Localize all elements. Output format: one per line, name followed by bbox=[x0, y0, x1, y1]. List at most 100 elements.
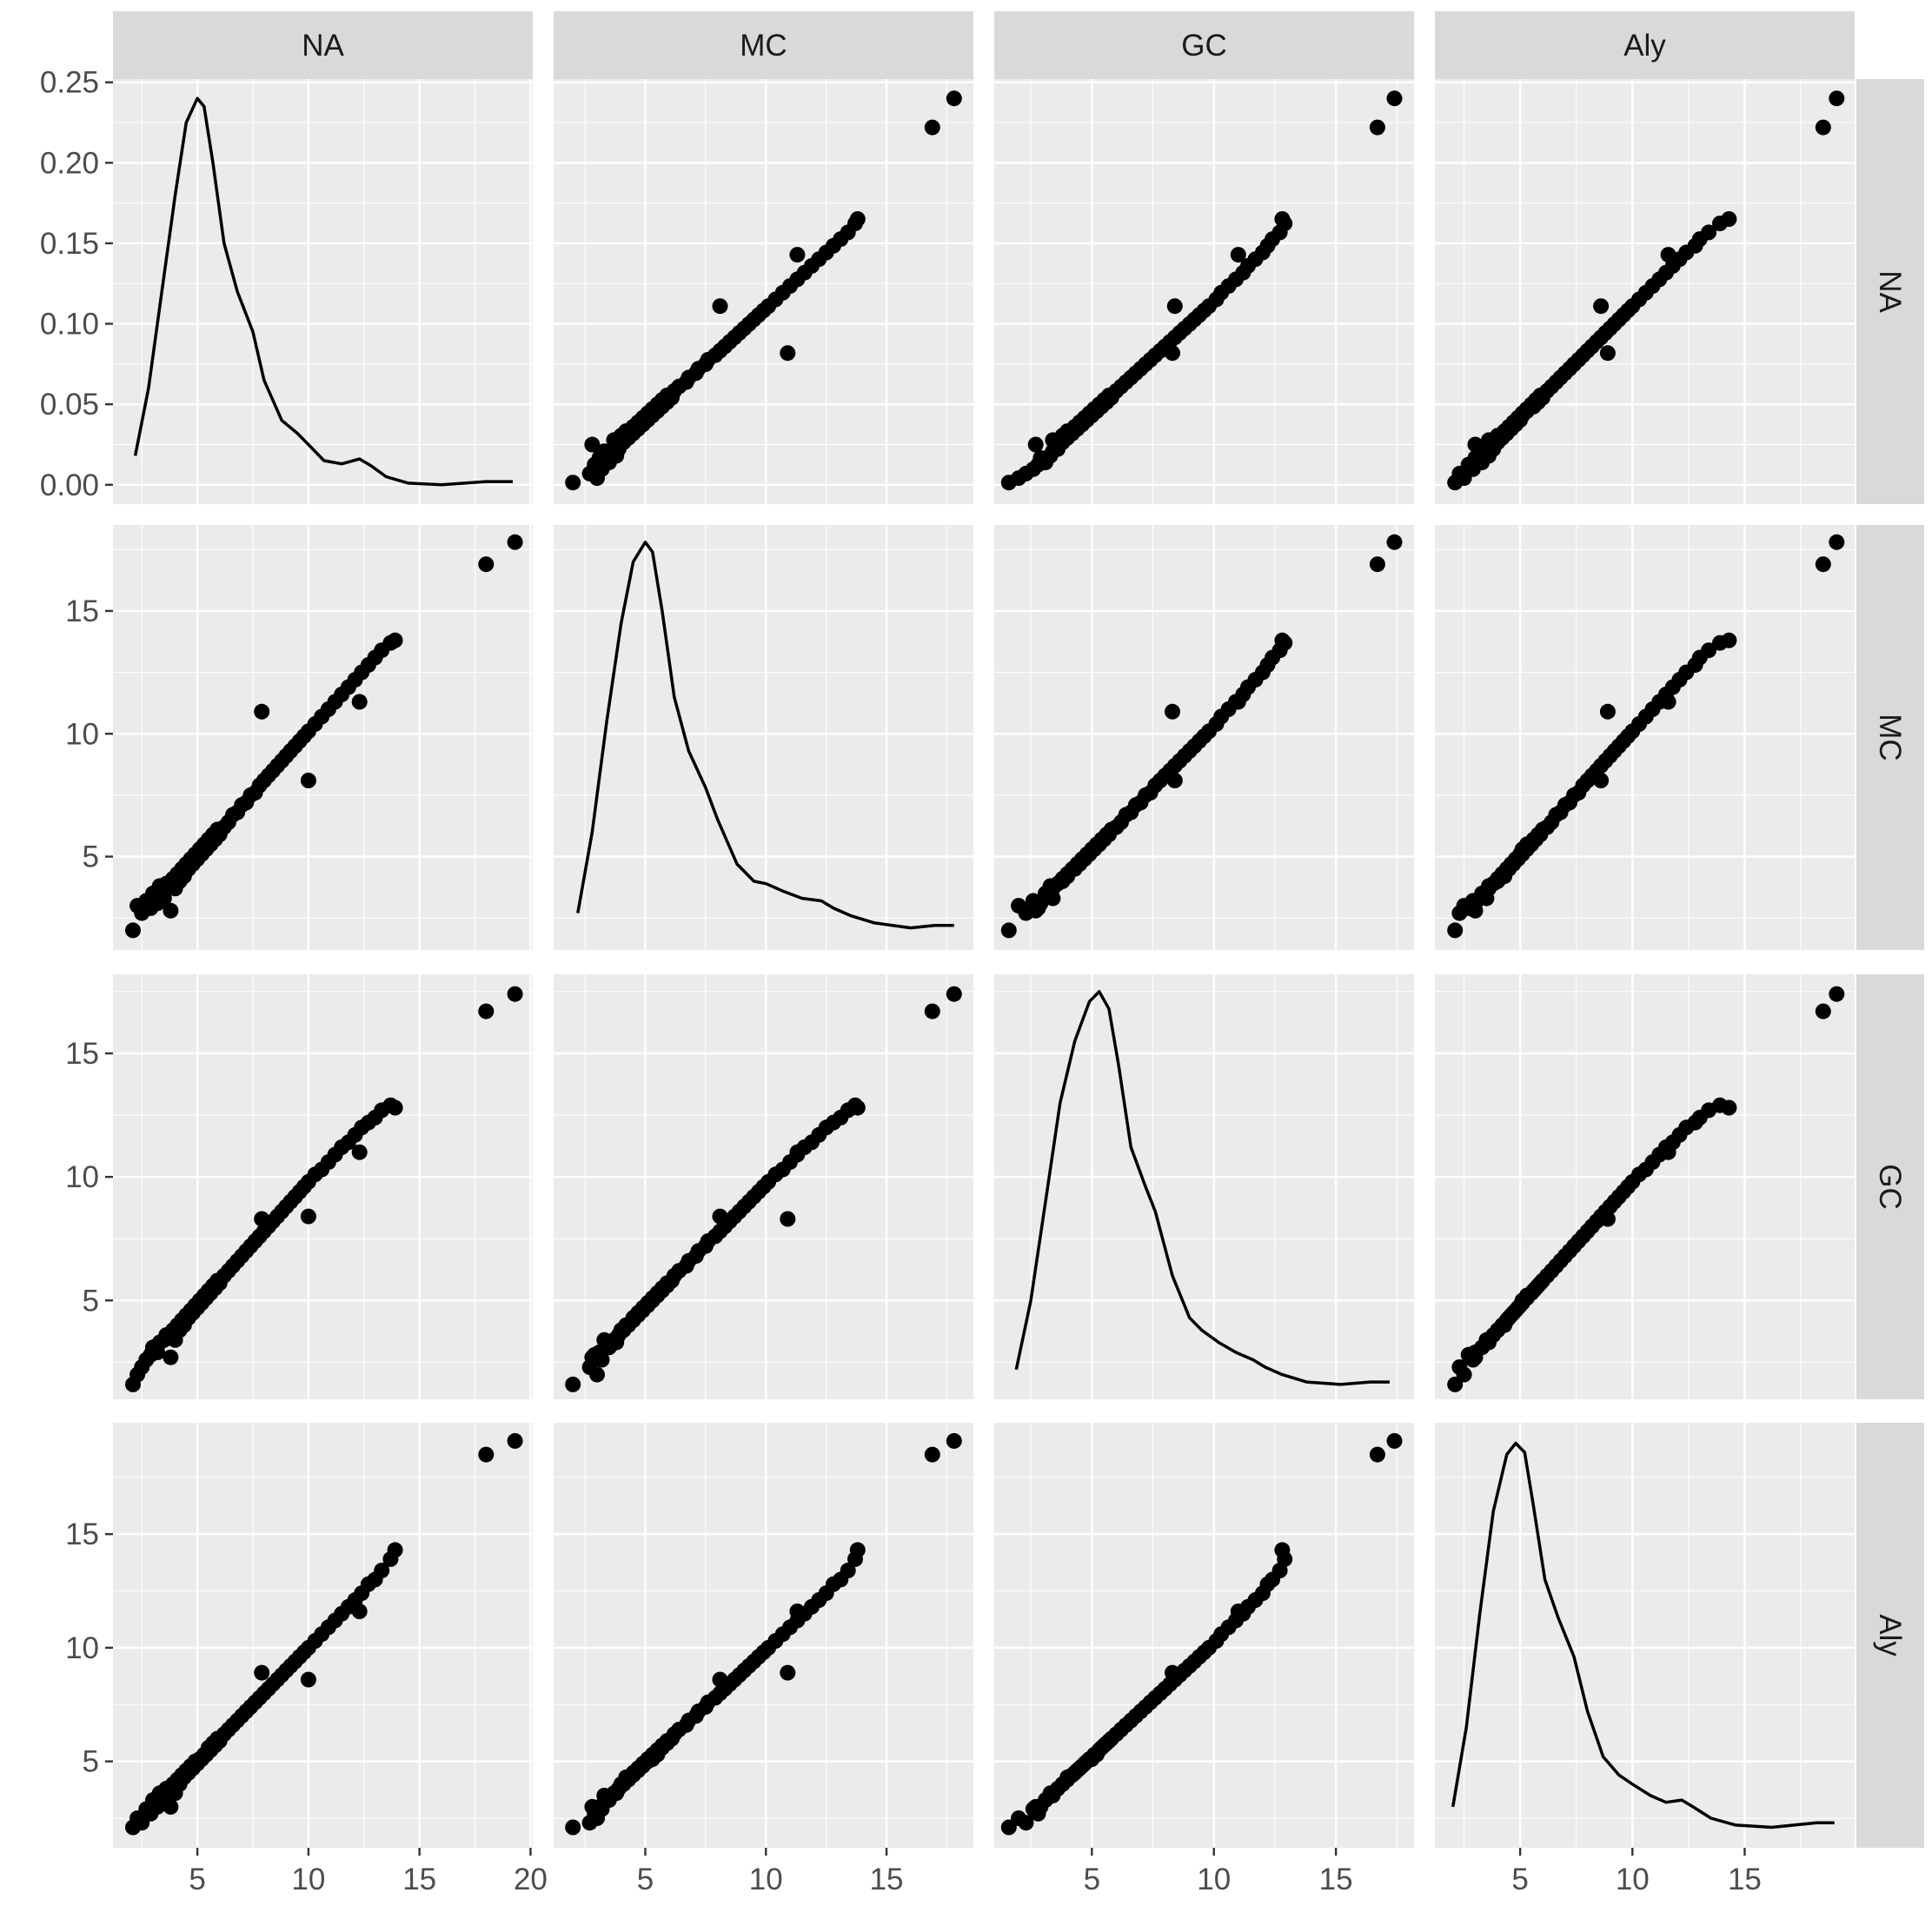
panel-background bbox=[1435, 1423, 1855, 1848]
scatter-point bbox=[584, 436, 601, 453]
panel-gc-vs-aly bbox=[1435, 974, 1855, 1399]
y-tick-label: 15 bbox=[65, 1037, 99, 1071]
scatter-point bbox=[1815, 556, 1831, 573]
y-tick-label: 5 bbox=[83, 1745, 99, 1779]
scatter-point bbox=[584, 1798, 601, 1815]
panel-gc-vs-gc bbox=[994, 974, 1414, 1399]
scatter-point bbox=[351, 694, 368, 710]
y-tick-label: 0.05 bbox=[40, 388, 99, 422]
strip-label-top: NA bbox=[302, 29, 344, 63]
scatter-point bbox=[374, 1563, 390, 1578]
y-tick-label: 0.10 bbox=[40, 308, 99, 342]
scatter-point bbox=[596, 443, 613, 460]
scatter-point bbox=[924, 119, 940, 136]
scatter-point bbox=[1467, 436, 1484, 453]
scatter-point bbox=[584, 1349, 601, 1365]
scatter-point bbox=[1815, 1003, 1831, 1019]
strip-label-right: Aly bbox=[1873, 1614, 1907, 1657]
x-tick-label: 5 bbox=[637, 1863, 654, 1896]
scatter-point bbox=[840, 1563, 856, 1578]
scatter-point bbox=[1369, 1446, 1385, 1463]
scatter-point bbox=[1721, 1099, 1737, 1116]
scatter-point bbox=[1829, 534, 1845, 550]
scatter-point bbox=[1593, 1208, 1610, 1225]
scatter-point bbox=[1027, 1798, 1044, 1815]
x-tick-label: 20 bbox=[514, 1863, 548, 1896]
scatter-point bbox=[1593, 773, 1610, 788]
panel-mc-vs-aly bbox=[1435, 525, 1855, 950]
scatter-point bbox=[478, 1446, 495, 1463]
panel-background bbox=[554, 525, 973, 950]
scatter-point bbox=[1230, 694, 1246, 710]
scatter-point bbox=[946, 986, 962, 1002]
scatter-point bbox=[387, 632, 403, 648]
scatter-point bbox=[780, 1211, 796, 1227]
x-tick-label: 15 bbox=[1319, 1863, 1353, 1896]
scatter-point bbox=[1660, 694, 1676, 710]
scatter-point bbox=[1386, 90, 1403, 107]
scatter-point bbox=[156, 890, 172, 907]
strip-right-mc bbox=[1856, 525, 1924, 950]
density-curve-na bbox=[133, 96, 513, 487]
scatter-point bbox=[1721, 211, 1737, 227]
strip-label-top: GC bbox=[1181, 29, 1227, 63]
scatter-point bbox=[780, 1664, 796, 1681]
panel-mc-vs-gc bbox=[994, 525, 1414, 950]
scatter-point bbox=[1599, 345, 1616, 362]
y-tick-label: 0.00 bbox=[40, 468, 99, 502]
scatter-point bbox=[387, 1099, 403, 1116]
scatter-point bbox=[1027, 902, 1044, 919]
scatter-point bbox=[478, 1003, 495, 1019]
scatter-point bbox=[1660, 247, 1676, 263]
panel-na-vs-aly bbox=[1435, 79, 1855, 504]
scatter-point bbox=[1274, 632, 1291, 648]
strip-label-top: MC bbox=[740, 29, 787, 63]
scatter-point bbox=[1721, 632, 1737, 648]
scatter-point bbox=[387, 1542, 403, 1558]
density-curve-aly bbox=[1451, 1441, 1835, 1830]
panel-mc-vs-mc bbox=[554, 525, 973, 950]
scatter-point bbox=[1467, 1349, 1484, 1365]
panel-na-vs-na bbox=[113, 79, 533, 504]
scatter-point bbox=[924, 1003, 940, 1019]
y-tick-label: 10 bbox=[65, 717, 99, 751]
scatter-point bbox=[1447, 1376, 1464, 1392]
strip-label-top: Aly bbox=[1623, 29, 1666, 63]
scatter-point bbox=[1451, 1359, 1468, 1375]
y-tick-label: 15 bbox=[65, 594, 99, 628]
scatter-point bbox=[849, 211, 866, 227]
y-tick-label: 10 bbox=[65, 1160, 99, 1194]
strip-label-right: MC bbox=[1873, 714, 1907, 760]
scatter-point bbox=[1599, 703, 1616, 720]
scatter-point bbox=[1166, 298, 1183, 315]
strip-right-gc bbox=[1856, 974, 1924, 1399]
panel-background bbox=[994, 974, 1414, 1399]
x-tick-label: 10 bbox=[749, 1863, 783, 1896]
scatter-point bbox=[507, 1432, 523, 1449]
density-curve-mc bbox=[576, 541, 954, 930]
panel-aly-vs-gc bbox=[994, 1423, 1414, 1848]
scatter-point bbox=[1274, 1542, 1291, 1558]
y-tick-label: 0.25 bbox=[40, 66, 99, 100]
scatter-point bbox=[351, 1144, 368, 1160]
scatter-point bbox=[1166, 1671, 1183, 1688]
y-tick-label: 5 bbox=[83, 1284, 99, 1318]
scatter-point bbox=[946, 90, 962, 107]
scatter-point bbox=[507, 534, 523, 550]
scatter-point bbox=[300, 1208, 316, 1225]
scatter-point bbox=[1000, 922, 1017, 939]
scatter-point bbox=[507, 986, 523, 1002]
strip-top-gc bbox=[994, 11, 1414, 79]
scatter-point bbox=[1386, 534, 1403, 550]
panel-mc-vs-na bbox=[113, 525, 533, 950]
scatter-point bbox=[565, 1819, 581, 1836]
scatter-point bbox=[254, 703, 270, 720]
y-tick-label: 5 bbox=[83, 840, 99, 874]
scatter-point bbox=[1386, 1432, 1403, 1449]
panel-na-vs-mc bbox=[554, 79, 973, 504]
scatter-point bbox=[300, 773, 316, 788]
panel-na-vs-gc bbox=[994, 79, 1414, 504]
scatter-point bbox=[789, 1604, 806, 1619]
scatter-point bbox=[125, 922, 141, 939]
